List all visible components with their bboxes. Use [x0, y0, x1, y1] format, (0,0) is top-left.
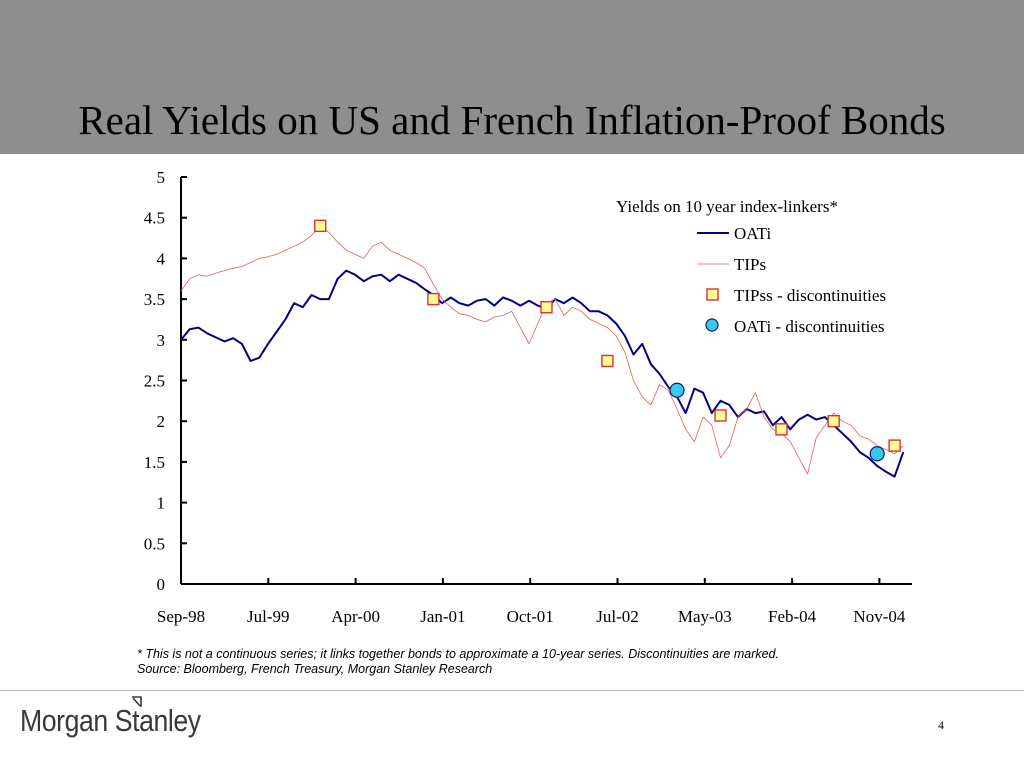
x-tick-label: Feb-04	[768, 607, 817, 626]
tips-discontinuity-marker	[714, 409, 727, 422]
legend-swatch-tips-discontinuity	[706, 288, 719, 301]
x-tick-label: Sep-98	[157, 607, 205, 626]
tips-discontinuity-marker	[427, 292, 440, 306]
header-band	[0, 0, 1024, 154]
legend-swatch-oati-discontinuity	[705, 318, 719, 332]
x-tick-label: Nov-04	[853, 607, 905, 626]
footnote: * This is not a continuous series; it li…	[137, 647, 779, 677]
footnote-line-2: Source: Bloomberg, French Treasury, Morg…	[137, 662, 493, 676]
morgan-stanley-logo: Morgan Stanley	[20, 696, 220, 742]
x-tick-label: Jul-02	[596, 607, 639, 626]
y-tick-label: 3	[157, 331, 166, 350]
legend-label: OATi	[734, 224, 771, 243]
x-tick-label: Jul-99	[247, 607, 290, 626]
y-tick-label: 2.5	[144, 372, 165, 391]
x-tick-label: Oct-01	[507, 607, 554, 626]
tips-discontinuity-marker	[540, 301, 553, 314]
logo-mark-icon	[132, 696, 142, 707]
footnote-line-1: * This is not a continuous series; it li…	[137, 647, 779, 661]
yield-chart: 5 4.5 4 3.5 3 2.5 2 1.5 1 0.5 0 Sep-98 Jul-99 Apr-00 J…	[144, 168, 912, 626]
y-tick-label: 3.5	[144, 290, 165, 309]
y-tick-label: 1	[157, 494, 166, 513]
tips-discontinuity-marker	[314, 219, 327, 233]
logo-wordmark: Morgan Stanley	[20, 703, 201, 738]
page-number: 4	[938, 718, 944, 732]
y-tick-label: 4	[157, 249, 166, 268]
series-line-tips	[180, 225, 904, 475]
y-tick-label: 0	[157, 575, 166, 594]
tips-discontinuity-marker	[775, 423, 788, 436]
legend-label: OATi - discontinuities	[734, 317, 885, 336]
tips-discontinuity-marker	[827, 415, 840, 428]
legend-label: TIPss - discontinuities	[734, 286, 886, 305]
tips-discontinuity-marker	[888, 439, 901, 452]
legend-title: Yields on 10 year index-linkers*	[616, 197, 838, 216]
oati-discontinuity-marker	[869, 446, 885, 462]
x-tick-label: Apr-00	[331, 607, 380, 626]
legend-label: TIPs	[734, 255, 766, 274]
x-tick-label: May-03	[678, 607, 732, 626]
y-tick-label: 1.5	[144, 453, 165, 472]
y-tick-label: 0.5	[144, 534, 165, 553]
y-tick-label: 4.5	[144, 209, 165, 228]
y-tick-label: 5	[157, 168, 166, 187]
slide-title: Real Yields on US and French Inflation-P…	[78, 97, 946, 143]
footer-divider	[0, 690, 1024, 691]
y-tick-label: 2	[157, 412, 166, 431]
tips-discontinuity-marker	[601, 354, 614, 368]
oati-discontinuity-marker	[669, 382, 685, 398]
x-tick-label: Jan-01	[420, 607, 465, 626]
